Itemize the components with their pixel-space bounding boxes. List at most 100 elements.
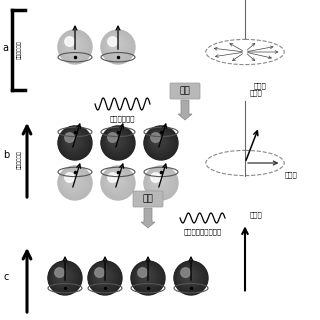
Circle shape (53, 266, 74, 287)
Text: 静磁場の強さ: 静磁場の強さ (17, 41, 21, 60)
Circle shape (146, 168, 174, 196)
Circle shape (107, 132, 126, 151)
Circle shape (145, 127, 176, 158)
Circle shape (176, 263, 205, 292)
Circle shape (48, 261, 82, 295)
Circle shape (52, 265, 75, 288)
Circle shape (106, 171, 127, 192)
Circle shape (58, 271, 65, 278)
Circle shape (98, 271, 106, 279)
Circle shape (67, 175, 76, 184)
Circle shape (133, 264, 161, 291)
Circle shape (132, 262, 163, 293)
Circle shape (111, 136, 118, 143)
Circle shape (108, 173, 117, 182)
Circle shape (59, 126, 91, 159)
Circle shape (65, 133, 81, 149)
Circle shape (138, 268, 153, 283)
Circle shape (151, 133, 167, 149)
Circle shape (183, 270, 192, 279)
Circle shape (69, 137, 74, 141)
Circle shape (153, 135, 163, 144)
Circle shape (64, 132, 83, 151)
Circle shape (112, 177, 116, 181)
Circle shape (177, 264, 204, 291)
Circle shape (109, 174, 122, 187)
Circle shape (54, 268, 71, 284)
Circle shape (142, 272, 146, 276)
Circle shape (108, 37, 123, 52)
Circle shape (89, 262, 121, 293)
Circle shape (149, 171, 170, 191)
Circle shape (140, 270, 149, 279)
Circle shape (148, 129, 172, 154)
Circle shape (105, 170, 128, 193)
Circle shape (136, 266, 157, 287)
Circle shape (65, 133, 80, 148)
Circle shape (55, 268, 71, 284)
Circle shape (138, 268, 154, 284)
Circle shape (53, 266, 74, 286)
Circle shape (109, 134, 122, 147)
Circle shape (70, 138, 72, 140)
Circle shape (108, 173, 123, 188)
Circle shape (93, 266, 114, 287)
Circle shape (109, 38, 122, 51)
Circle shape (137, 267, 156, 286)
Circle shape (90, 263, 118, 292)
Circle shape (110, 175, 119, 184)
Circle shape (149, 131, 170, 152)
Circle shape (67, 175, 77, 185)
Circle shape (60, 128, 89, 157)
Circle shape (93, 266, 114, 286)
Circle shape (185, 272, 190, 277)
Circle shape (148, 170, 172, 194)
Circle shape (154, 136, 161, 143)
Circle shape (102, 127, 133, 158)
Circle shape (133, 263, 162, 292)
Circle shape (58, 30, 92, 64)
Circle shape (152, 134, 165, 147)
Circle shape (70, 42, 71, 44)
Circle shape (98, 271, 105, 278)
Circle shape (67, 39, 76, 48)
Circle shape (105, 130, 128, 153)
Text: 緩和: 緩和 (143, 195, 153, 204)
Circle shape (60, 128, 88, 156)
Circle shape (62, 170, 86, 194)
Circle shape (64, 172, 82, 190)
Circle shape (142, 272, 147, 277)
Circle shape (56, 269, 68, 282)
Circle shape (112, 138, 116, 141)
Circle shape (59, 127, 91, 159)
Circle shape (59, 127, 90, 158)
Circle shape (152, 134, 164, 147)
Circle shape (180, 267, 199, 286)
Circle shape (104, 129, 131, 156)
Circle shape (151, 173, 160, 182)
Circle shape (59, 167, 90, 198)
Circle shape (101, 166, 134, 199)
Circle shape (113, 178, 115, 180)
Circle shape (104, 169, 129, 194)
Text: c: c (3, 272, 8, 282)
Circle shape (102, 167, 133, 198)
Circle shape (142, 272, 147, 276)
Circle shape (154, 176, 162, 184)
Text: a: a (2, 43, 8, 53)
Circle shape (112, 137, 116, 141)
Circle shape (181, 268, 197, 284)
Circle shape (153, 175, 163, 184)
FancyArrow shape (178, 100, 192, 120)
Circle shape (65, 37, 74, 46)
Circle shape (69, 41, 74, 45)
Circle shape (150, 172, 167, 189)
Circle shape (60, 168, 88, 196)
Circle shape (51, 264, 77, 290)
Circle shape (62, 130, 86, 154)
Circle shape (58, 271, 66, 279)
Circle shape (68, 137, 74, 142)
Circle shape (102, 31, 133, 63)
Circle shape (111, 176, 119, 184)
Circle shape (100, 273, 102, 275)
